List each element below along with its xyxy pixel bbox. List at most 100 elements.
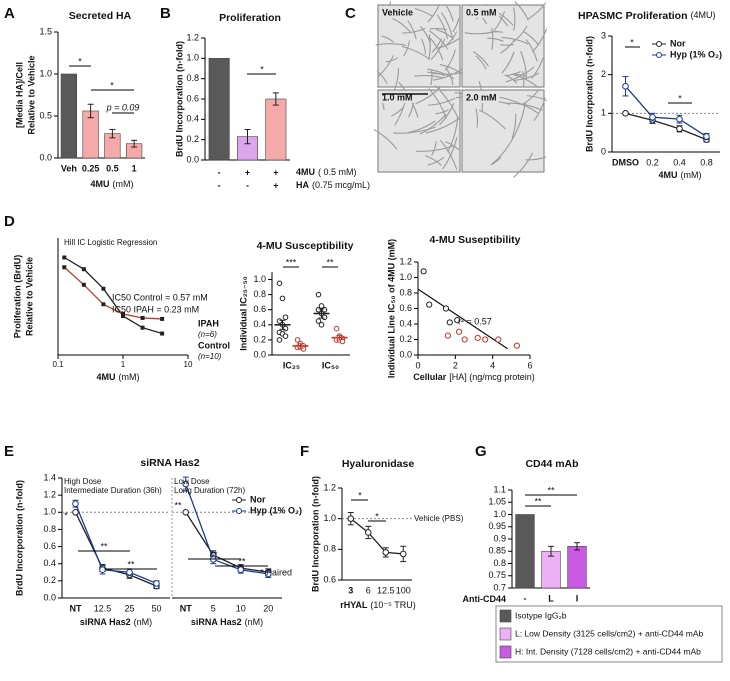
row-label-name: HA (296, 180, 309, 190)
y-tick-label: 0.8 (253, 289, 266, 299)
y-tick-label: 0.4 (186, 114, 199, 124)
data-point (160, 331, 165, 336)
y-tick-label: 0.5 (39, 110, 52, 120)
y-tick-label: 0.0 (253, 349, 266, 359)
data-point (62, 255, 67, 260)
y-tick-label: 0.7 (493, 582, 506, 592)
data-point (153, 580, 160, 587)
cell-outline (431, 38, 443, 53)
data-point (347, 515, 355, 522)
micrograph: 0.5 mM (461, 1, 548, 89)
cell-outline (493, 11, 506, 32)
cell-outline (414, 75, 445, 79)
y-tick-label: 0.4 (43, 558, 56, 568)
cell-outline (421, 38, 426, 55)
error-bar (244, 129, 251, 145)
y-tick-label: 0.4 (253, 319, 266, 329)
cell-outline (533, 97, 546, 122)
series-line (185, 511, 269, 573)
data-point (81, 267, 86, 272)
cell-outline (428, 36, 444, 61)
y-axis-label: BrdU Incorporation (n-fold) (310, 476, 320, 592)
data-point (426, 301, 433, 308)
cell-outline (427, 3, 440, 23)
data-point (474, 334, 481, 342)
chart-title: Hyaluronidase (342, 458, 415, 470)
annotation: *** (286, 257, 297, 267)
cell-outline (520, 51, 527, 80)
x-axis-label: 4MU (mM) (658, 170, 701, 180)
y-tick-label: 1.2 (399, 256, 412, 266)
y-tick-label: 1.2 (186, 32, 199, 42)
cell-outline (403, 40, 411, 57)
annotation: p = 0.09 (106, 102, 140, 112)
cell-outline (525, 156, 547, 161)
x-axis-label-unit: (nM) (245, 617, 264, 627)
bar (208, 58, 230, 161)
cell-outline (427, 97, 456, 106)
x-axis-label-unit: (nM) (134, 617, 153, 627)
data-point (495, 336, 502, 343)
series-line (625, 85, 707, 138)
legend-label: H: Int. Density (7128 cells/cm2) + anti-… (515, 646, 701, 656)
y-axis-label: Relative to Vehicle (26, 55, 36, 134)
x-tick-label: 20 (263, 603, 273, 613)
data-point (676, 115, 683, 123)
panel-letter: F (300, 443, 309, 460)
row-sign: + (245, 167, 250, 177)
x-tick-label: 2 (453, 360, 458, 370)
chart-title-text: 4-MU Susceptibility (257, 240, 354, 252)
x-axis-label-name: rHYAL (340, 600, 368, 610)
data-point (321, 314, 328, 321)
y-tick-label: 1.0 (253, 274, 266, 284)
micrograph-label: Vehicle (382, 7, 413, 17)
y-tick-label: 1.0 (493, 509, 506, 519)
y-tick-label: 0 (601, 146, 606, 156)
x-tick-label: 25 (124, 603, 134, 613)
y-tick-label: 0.0 (399, 349, 412, 359)
cell-outline (504, 74, 518, 84)
data-point (649, 113, 656, 121)
data-point (315, 291, 322, 298)
annotation: ** (547, 485, 555, 495)
row-sign: - (218, 180, 221, 190)
cell-outline (419, 26, 431, 44)
cell-outline (427, 156, 445, 166)
y-tick-label: 0.0 (39, 152, 52, 162)
cell-outline (500, 43, 515, 46)
error-bar (109, 128, 116, 139)
chart-title: HPASMC Proliferation (4MU) (578, 10, 715, 22)
cell-outline (439, 64, 461, 74)
annotation: ** (210, 549, 218, 559)
data-point (264, 570, 272, 578)
error-bar (548, 545, 554, 557)
legend-swatch (499, 627, 512, 641)
series-n-label: (n=6) (198, 330, 217, 339)
series-line (350, 518, 404, 555)
annotation: * (630, 37, 634, 47)
micrograph-label: 1.0 mM (382, 92, 413, 102)
legend-label: Hyp (1% O₂) (250, 505, 302, 515)
panel-letter: B (160, 5, 171, 22)
cell-outline (415, 86, 442, 105)
cell-outline (501, 51, 515, 74)
cell-outline (401, 45, 430, 60)
error-bar (279, 319, 286, 330)
series-label: IPAH (198, 318, 219, 328)
cell-outline (452, 18, 460, 33)
data-point (99, 566, 106, 574)
y-tick-label: 0.6 (43, 541, 56, 551)
chart-title: Secreted HA (69, 10, 132, 22)
y-tick-label: 0.6 (186, 93, 199, 103)
series-line (74, 503, 157, 585)
chart-title: Hill IC Logistic Regression (64, 238, 157, 247)
x-tick-label: 12.5 (377, 585, 395, 595)
y-tick-label: 0.2 (399, 334, 412, 344)
cell-outline (441, 12, 454, 41)
legend-label: Isotype IgG₂b (515, 610, 567, 620)
x-tick-label: NT (70, 603, 82, 613)
data-point (382, 549, 390, 556)
y-tick-label: 0.8 (399, 287, 412, 297)
cell-outline (478, 109, 506, 130)
x-axis-label-name: siRNA Has2 (80, 617, 131, 627)
